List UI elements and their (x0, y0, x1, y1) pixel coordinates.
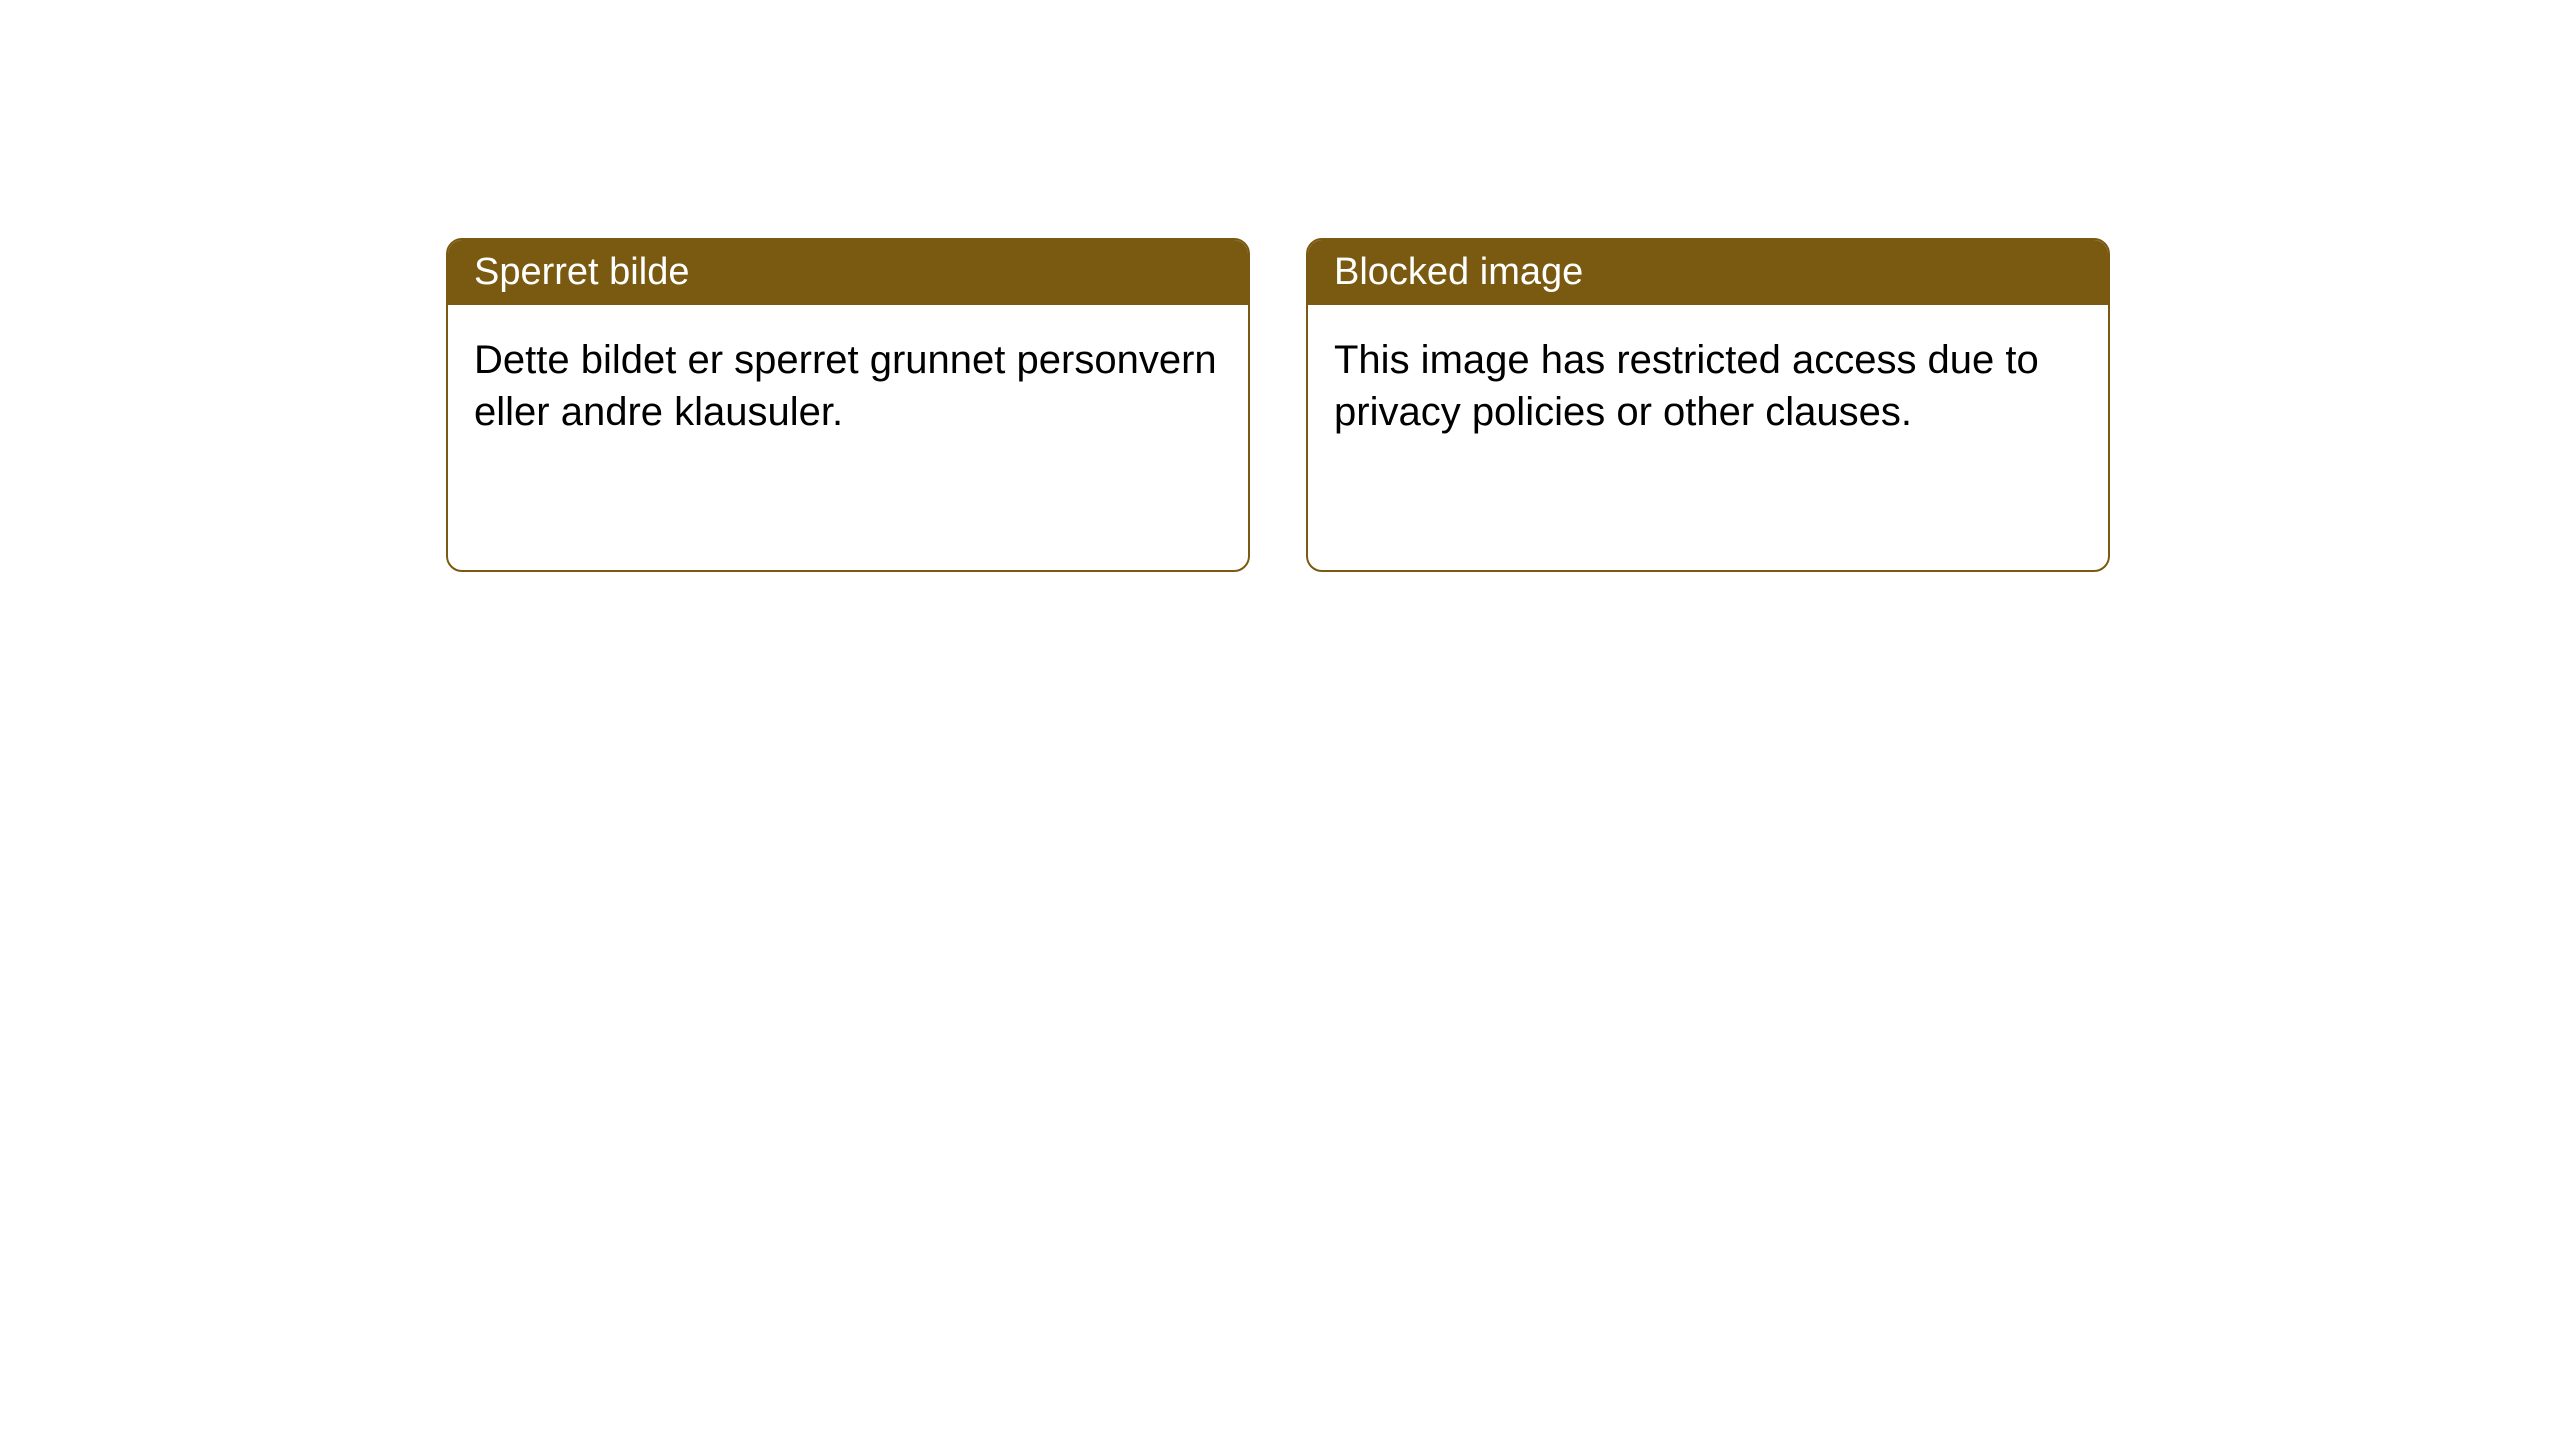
notice-card-title: Blocked image (1308, 240, 2108, 305)
notice-card-norwegian: Sperret bilde Dette bildet er sperret gr… (446, 238, 1250, 572)
notice-card-body: This image has restricted access due to … (1308, 305, 2108, 467)
notice-container: Sperret bilde Dette bildet er sperret gr… (0, 0, 2560, 572)
notice-card-english: Blocked image This image has restricted … (1306, 238, 2110, 572)
notice-card-body: Dette bildet er sperret grunnet personve… (448, 305, 1248, 467)
notice-card-title: Sperret bilde (448, 240, 1248, 305)
